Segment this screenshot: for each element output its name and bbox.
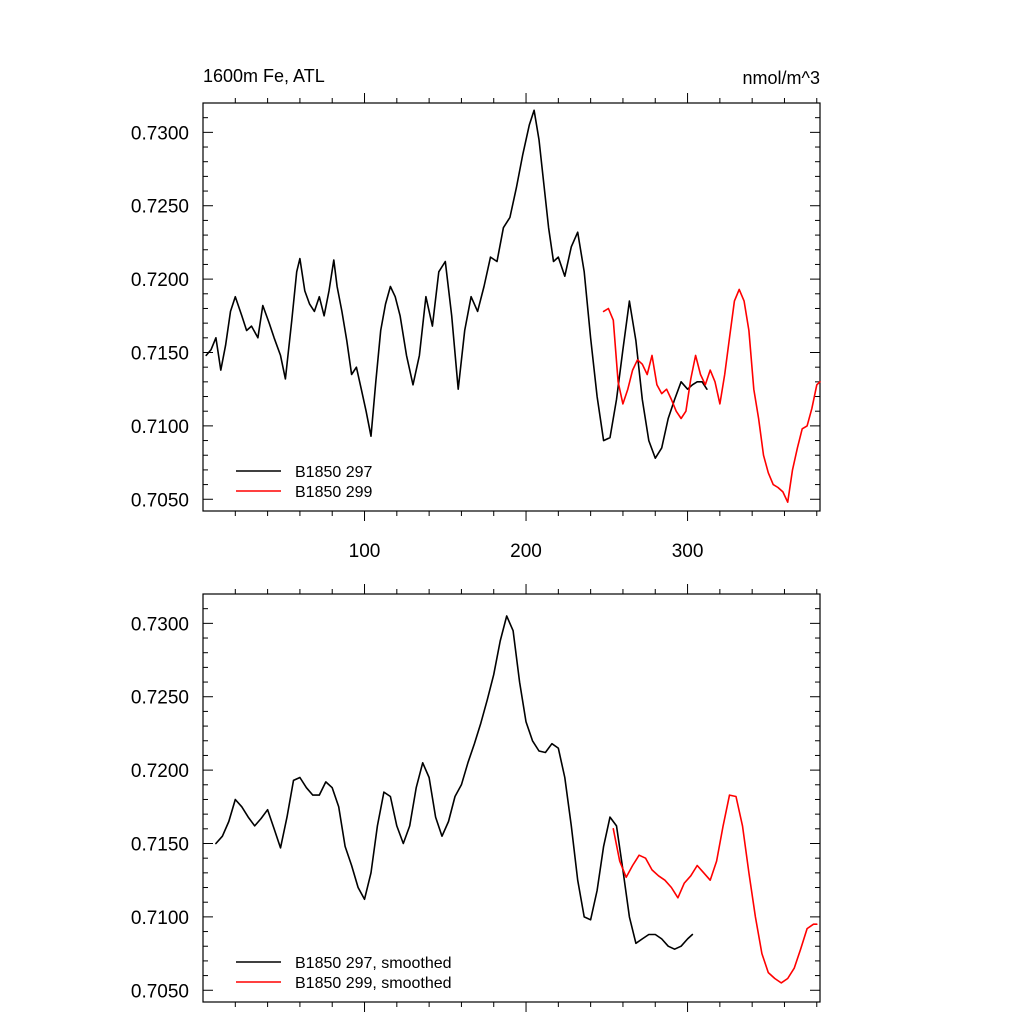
bottom-ytick-label: 0.7250 [131, 688, 189, 709]
top-legend-label-2: B1850 299 [295, 484, 373, 501]
top-panel: 1600m Fe, ATL nmol/m^3 0.7050 0.7100 0.715… [131, 66, 821, 562]
bottom-plot-frame [202, 593, 821, 1003]
top-panel-title: 1600m Fe, ATL [203, 66, 325, 86]
bottom-panel: 0.7050 0.7100 0.7150 0.7200 0.7250 0.7300 B185… [131, 584, 821, 1012]
top-series-line-2 [602, 288, 821, 503]
bottom-legend-label-1: B1850 297, smoothed [295, 955, 452, 972]
top-ytick-label: 0.7300 [131, 123, 189, 144]
top-ytick-label: 0.7100 [131, 417, 189, 438]
top-panel-units: nmol/m^3 [743, 68, 820, 88]
bottom-ytick-label: 0.7050 [131, 981, 189, 1002]
top-series-line-1 [205, 109, 708, 459]
bottom-ytick-label: 0.7100 [131, 908, 189, 929]
bottom-series-line-1 [215, 615, 694, 950]
bottom-ytick-label: 0.7150 [131, 834, 189, 855]
top-legend-label-1: B1850 297 [295, 464, 373, 481]
bottom-ytick-label: 0.7200 [131, 761, 189, 782]
top-ytick-label: 0.7250 [131, 197, 189, 218]
bottom-ytick-label: 0.7300 [131, 614, 189, 635]
top-ytick-label: 0.7200 [131, 270, 189, 291]
bottom-legend-label-2: B1850 299, smoothed [295, 975, 452, 992]
top-xtick-label: 200 [510, 541, 542, 562]
bottom-series-line-2 [612, 794, 818, 984]
top-plot-frame [202, 102, 821, 512]
top-ytick-label: 0.7150 [131, 343, 189, 364]
top-ytick-label: 0.7050 [131, 490, 189, 511]
top-xtick-label: 300 [672, 541, 704, 562]
top-xtick-label: 100 [349, 541, 381, 562]
